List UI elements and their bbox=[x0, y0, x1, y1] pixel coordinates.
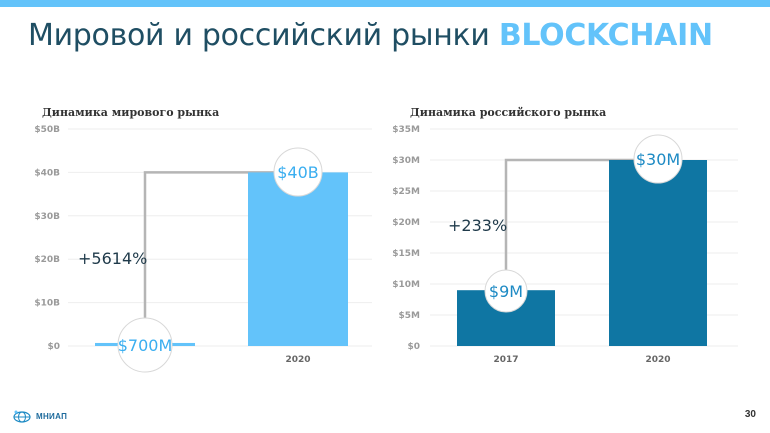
y-tick-label: $0 bbox=[47, 342, 60, 352]
y-tick-label: $50B bbox=[34, 125, 60, 135]
chart-title: Динамика российского рынка bbox=[410, 106, 606, 119]
y-tick-label: $20B bbox=[34, 255, 60, 265]
y-tick-label: $25M bbox=[392, 187, 420, 197]
data-label-bubble bbox=[633, 134, 683, 184]
y-tick-label: $20M bbox=[392, 218, 420, 228]
data-label-bubble bbox=[117, 317, 173, 373]
title-main: Мировой и российский рынки bbox=[28, 18, 490, 53]
x-tick-label: 2020 bbox=[285, 355, 310, 365]
data-label: $700M bbox=[118, 336, 173, 355]
y-tick-label: $35M bbox=[392, 125, 420, 135]
top-accent-bar bbox=[0, 0, 770, 7]
growth-connector-line bbox=[504, 158, 634, 270]
growth-label: +233% bbox=[448, 216, 507, 235]
growth-connector-line bbox=[143, 171, 274, 318]
y-tick-label: $30M bbox=[392, 156, 420, 166]
growth-label: +5614% bbox=[78, 249, 147, 268]
x-tick-label: 2017 bbox=[493, 355, 518, 365]
y-tick-label: $15M bbox=[392, 249, 420, 259]
data-label: $9M bbox=[489, 282, 523, 301]
page-title: Мировой и российский рынки BLOCKCHAIN bbox=[28, 18, 713, 53]
bar bbox=[609, 160, 707, 346]
data-label: $30M bbox=[636, 150, 680, 169]
chart-title: Динамика мирового рынка bbox=[42, 106, 219, 119]
y-tick-label: $10M bbox=[392, 280, 420, 290]
x-tick-label: 2020 bbox=[645, 355, 670, 365]
title-accent: BLOCKCHAIN bbox=[498, 18, 713, 53]
data-label: $40B bbox=[277, 163, 319, 182]
y-tick-label: $10B bbox=[34, 299, 60, 309]
y-tick-label: $30B bbox=[34, 212, 60, 222]
bar bbox=[248, 172, 348, 346]
y-tick-label: $5M bbox=[399, 311, 421, 321]
y-tick-label: $0 bbox=[407, 342, 420, 352]
page-number: 30 bbox=[744, 409, 756, 420]
logo-text: МНИАП bbox=[36, 411, 68, 421]
data-label-bubble bbox=[484, 269, 528, 313]
footer-logo: МНИАП bbox=[12, 409, 67, 423]
globe-logo-icon bbox=[13, 410, 31, 423]
y-tick-label: $40B bbox=[34, 168, 60, 178]
data-label-bubble bbox=[273, 147, 323, 197]
